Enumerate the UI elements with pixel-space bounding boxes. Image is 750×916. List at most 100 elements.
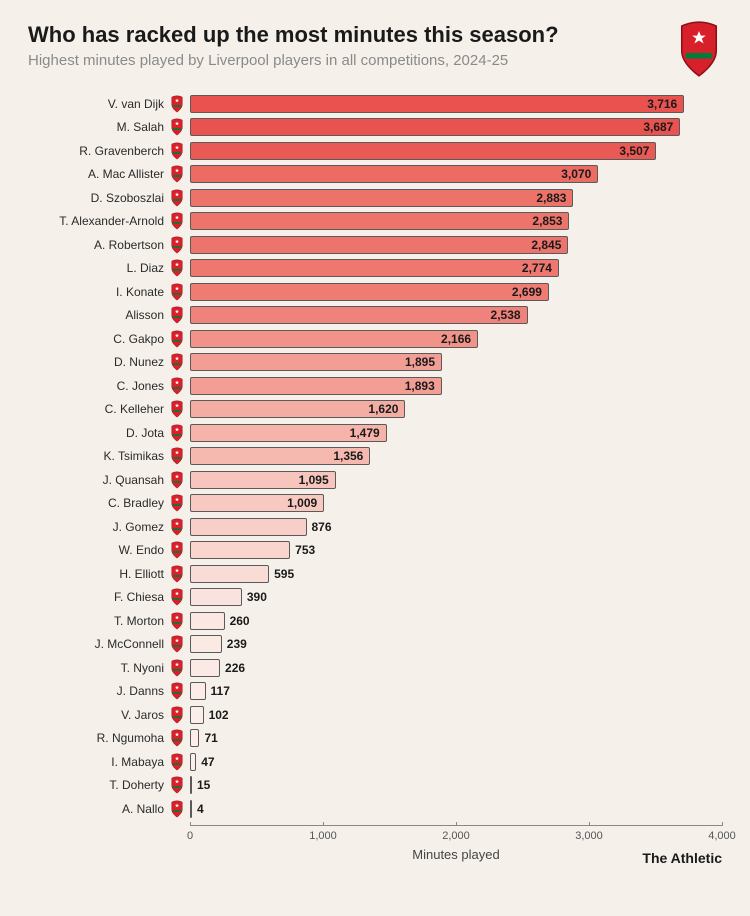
bar: 4: [190, 800, 192, 818]
bar-track: 1,893: [190, 374, 722, 398]
bar: 1,893: [190, 377, 442, 395]
bar-track: 595: [190, 562, 722, 586]
player-name-label: I. Mabaya: [28, 755, 170, 769]
bar-value-label: 876: [312, 520, 332, 534]
player-name-label: T. Nyoni: [28, 661, 170, 675]
player-name-label: C. Kelleher: [28, 402, 170, 416]
bar-row: D. Szoboszlai2,883: [28, 186, 722, 210]
bar-value-label: 2,774: [522, 261, 552, 275]
bar: 3,070: [190, 165, 598, 183]
liverpool-crest-icon: [170, 682, 184, 700]
bar-row: V. Jaros102: [28, 703, 722, 727]
bar-track: 876: [190, 515, 722, 539]
bar-row: A. Robertson2,845: [28, 233, 722, 257]
bar-value-label: 2,853: [532, 214, 562, 228]
liverpool-crest-icon: [170, 612, 184, 630]
player-name-label: F. Chiesa: [28, 590, 170, 604]
player-name-label: C. Gakpo: [28, 332, 170, 346]
bar-value-label: 1,620: [368, 402, 398, 416]
liverpool-crest-icon: [170, 729, 184, 747]
bar: 2,883: [190, 189, 573, 207]
player-name-label: H. Elliott: [28, 567, 170, 581]
bar: 2,538: [190, 306, 528, 324]
bar-row: C. Bradley 1,009: [28, 492, 722, 516]
player-name-label: C. Bradley: [28, 496, 170, 510]
bar-track: 2,845: [190, 233, 722, 257]
bar-track: 2,883: [190, 186, 722, 210]
player-name-label: D. Jota: [28, 426, 170, 440]
bar-row: T. Nyoni 226: [28, 656, 722, 680]
player-name-label: I. Konate: [28, 285, 170, 299]
bar-track: 260: [190, 609, 722, 633]
bar: 71: [190, 729, 199, 747]
liverpool-crest-icon: [170, 635, 184, 653]
liverpool-crest-icon: [170, 424, 184, 442]
bar: 2,845: [190, 236, 568, 254]
player-name-label: W. Endo: [28, 543, 170, 557]
bar: 595: [190, 565, 269, 583]
bar-track: 3,716: [190, 92, 722, 116]
player-name-label: T. Doherty: [28, 778, 170, 792]
bar: 1,009: [190, 494, 324, 512]
liverpool-crest-icon: [170, 353, 184, 371]
liverpool-crest-icon: [170, 236, 184, 254]
bar-track: 2,853: [190, 210, 722, 234]
liverpool-crest-icon: [170, 400, 184, 418]
liverpool-crest-icon: [170, 776, 184, 794]
liverpool-crest-icon: [170, 330, 184, 348]
player-name-label: A. Mac Allister: [28, 167, 170, 181]
liverpool-crest-icon: [170, 706, 184, 724]
bar-chart: V. van Dijk 3,716M. Salah3,687 R. Gravenbe…: [28, 92, 722, 821]
player-name-label: C. Jones: [28, 379, 170, 393]
liverpool-crest-icon: [170, 447, 184, 465]
liverpool-crest-icon: [170, 518, 184, 536]
bar-value-label: 1,895: [405, 355, 435, 369]
bar-value-label: 239: [227, 637, 247, 651]
player-name-label: D. Nunez: [28, 355, 170, 369]
bar-row: R. Ngumoha71: [28, 727, 722, 751]
bar: 226: [190, 659, 220, 677]
bar: 1,356: [190, 447, 370, 465]
x-axis: 01,0002,0003,0004,000: [190, 825, 722, 843]
axis-tick: [456, 822, 457, 826]
bar-value-label: 1,356: [333, 449, 363, 463]
player-name-label: J. Danns: [28, 684, 170, 698]
liverpool-crest-icon: [170, 565, 184, 583]
bar-row: V. van Dijk 3,716: [28, 92, 722, 116]
bar: 876: [190, 518, 307, 536]
bar-track: 1,009: [190, 492, 722, 516]
bar-track: 47: [190, 750, 722, 774]
bar-row: D. Jota 1,479: [28, 421, 722, 445]
bar: 753: [190, 541, 290, 559]
axis-tick-label: 4,000: [708, 830, 736, 842]
player-name-label: V. van Dijk: [28, 97, 170, 111]
player-name-label: R. Gravenberch: [28, 144, 170, 158]
axis-tick: [589, 822, 590, 826]
bar-track: 3,070: [190, 163, 722, 187]
player-name-label: T. Alexander-Arnold: [28, 214, 170, 228]
bar-value-label: 1,893: [405, 379, 435, 393]
bar-track: 15: [190, 774, 722, 798]
liverpool-crest-icon: [170, 494, 184, 512]
bar: 117: [190, 682, 206, 700]
bar-row: D. Nunez 1,895: [28, 351, 722, 375]
liverpool-crest-icon: [170, 800, 184, 818]
bar-value-label: 3,507: [619, 144, 649, 158]
bar-value-label: 2,845: [531, 238, 561, 252]
bar-value-label: 3,687: [643, 120, 673, 134]
axis-tick-label: 1,000: [309, 830, 337, 842]
bar-track: 102: [190, 703, 722, 727]
bar: 1,620: [190, 400, 405, 418]
bar-row: F. Chiesa 390: [28, 586, 722, 610]
bar-track: 117: [190, 680, 722, 704]
bar-row: J. Gomez876: [28, 515, 722, 539]
bar: 2,166: [190, 330, 478, 348]
bar-track: 3,507: [190, 139, 722, 163]
bar-row: J. McConnell239: [28, 633, 722, 657]
liverpool-crest-icon: [170, 165, 184, 183]
bar-value-label: 47: [201, 755, 214, 769]
bar: 390: [190, 588, 242, 606]
axis-tick-label: 2,000: [442, 830, 470, 842]
bar-row: M. Salah3,687: [28, 116, 722, 140]
bar: 1,479: [190, 424, 387, 442]
